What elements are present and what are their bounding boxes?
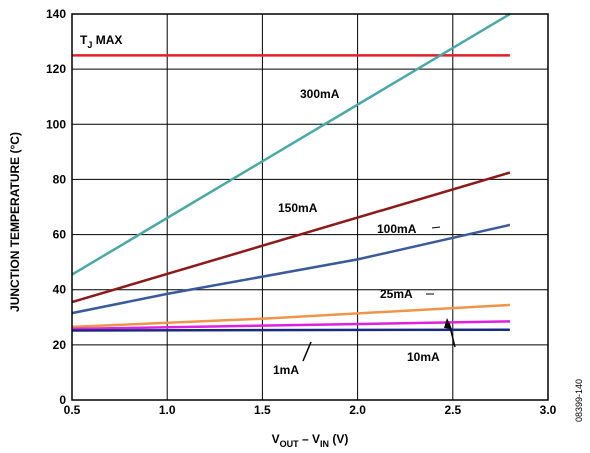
series-line-25mA — [71, 303, 510, 329]
x-tick-label: 1.5 — [254, 403, 271, 417]
leader-lines — [302, 226, 456, 362]
y-tick-label: 80 — [53, 172, 67, 186]
series-line-150mA — [71, 171, 511, 304]
tjmax-label-sub: J — [87, 40, 92, 50]
series-layer — [71, 12, 511, 332]
leader-100mA — [431, 226, 441, 229]
y-tick-label: 100 — [46, 117, 66, 131]
x-tick-label: 2.0 — [349, 403, 366, 417]
leader-10mA-arrowhead — [444, 318, 452, 329]
series-label-150mA: 150mA — [278, 201, 318, 215]
tjmax-label: TJ MAX — [80, 33, 122, 50]
tjmax-label-rest: MAX — [92, 33, 122, 47]
series-label-25mA: 25mA — [380, 287, 413, 301]
series-label-1mA: 1mA — [273, 363, 299, 377]
x-axis-title-mid: – V — [299, 432, 320, 446]
y-tick-label: 20 — [53, 338, 67, 352]
x-tick-label: 2.5 — [444, 403, 461, 417]
y-tick-label: 120 — [46, 62, 66, 76]
x-tick-label: 3.0 — [540, 403, 557, 417]
leader-1mA — [302, 341, 312, 362]
figure-id: 08399-140 — [574, 379, 584, 422]
x-tick-label: 1.0 — [159, 403, 176, 417]
series-label-300mA: 300mA — [300, 87, 340, 101]
y-tick-label: 40 — [53, 283, 67, 297]
series-label-10mA: 10mA — [407, 350, 440, 364]
x-axis-title-unit: (V) — [329, 432, 348, 446]
y-tick-label: 0 — [59, 393, 66, 407]
plot-area-frame — [71, 13, 549, 401]
series-line-300mA — [71, 12, 511, 276]
x-axis-title-sub2: IN — [320, 439, 329, 449]
x-tick-label: 0.5 — [64, 403, 81, 417]
y-tick-label: 140 — [46, 7, 66, 21]
series-line-1mA — [71, 328, 510, 332]
series-line-100mA — [71, 223, 511, 315]
y-axis-title: JUNCTION TEMPERATURE (°C) — [8, 132, 22, 312]
series-label-100mA: 100mA — [377, 222, 417, 236]
x-axis-title: VOUT – VIN (V) — [272, 432, 349, 449]
x-axis-title-main: V — [272, 432, 280, 446]
tjmax-label-main: T — [80, 33, 88, 47]
series-line-10mA — [71, 320, 510, 331]
x-axis-title-sub1: OUT — [280, 439, 300, 449]
tick-labels: 0.5 1.0 1.5 2.0 2.5 3.0 0 20 40 60 80 100 120 140 — [46, 7, 557, 417]
y-tick-label: 60 — [53, 228, 67, 242]
